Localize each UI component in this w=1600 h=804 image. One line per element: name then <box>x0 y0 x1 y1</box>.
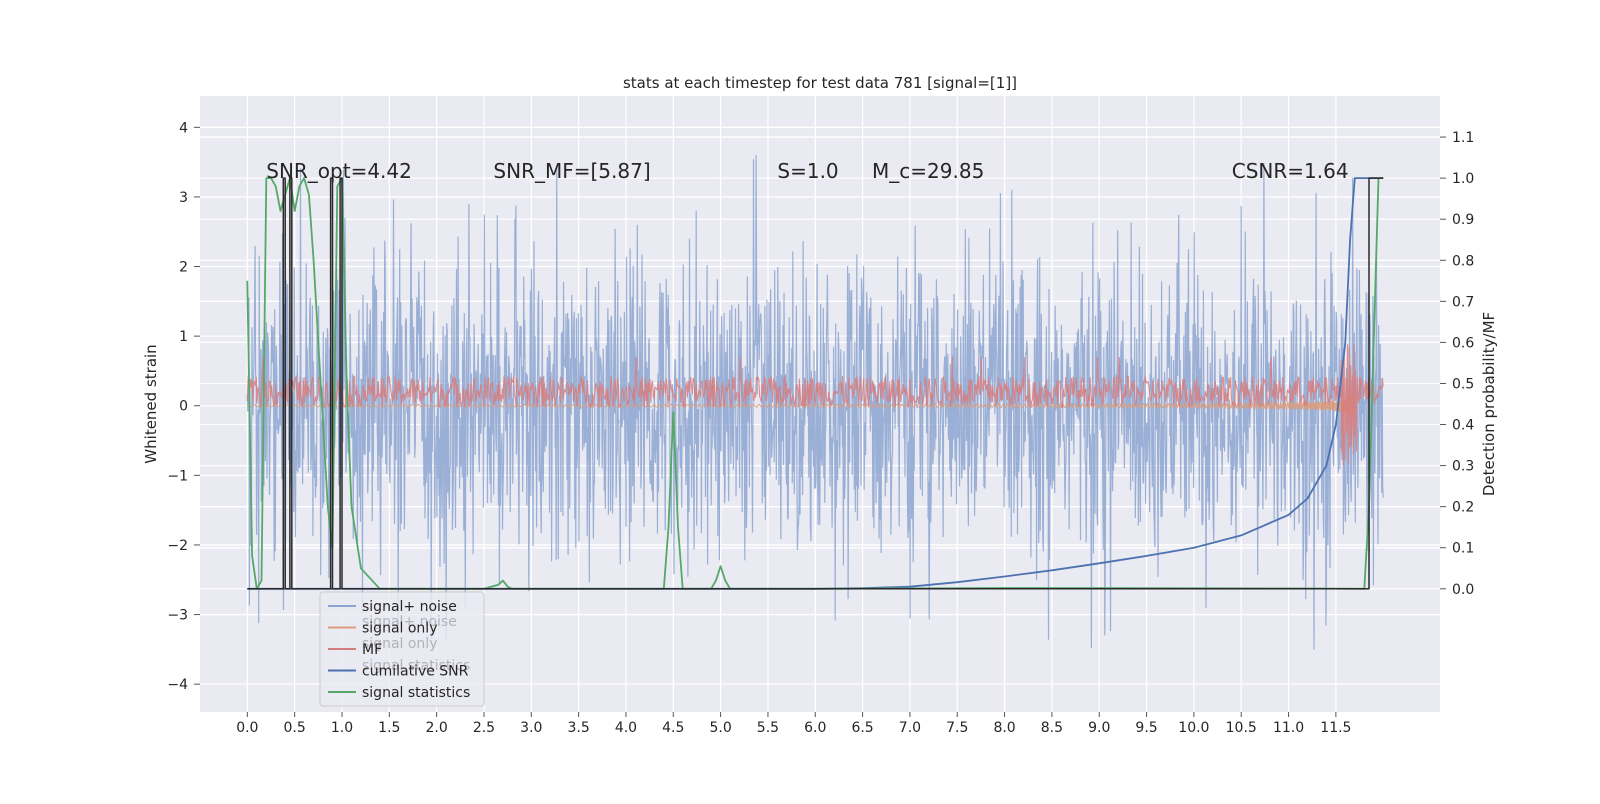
legend-label: cumilative SNR <box>362 664 469 680</box>
series-layer <box>246 154 1384 650</box>
x-tick-label: 7.5 <box>946 720 968 736</box>
y-right-tick-label: 0.0 <box>1452 582 1474 598</box>
legend-label: signal statistics <box>362 685 470 701</box>
x-tick-label: 4.0 <box>615 720 637 736</box>
x-tick-label: 9.0 <box>1088 720 1110 736</box>
y-right-tick-label: 0.3 <box>1452 459 1474 475</box>
annotation-text: SNR_opt=4.42 <box>266 159 412 183</box>
x-tick-label: 3.0 <box>520 720 542 736</box>
x-tick-label: 0.0 <box>236 720 258 736</box>
y-right-tick-label: 0.2 <box>1452 500 1474 516</box>
x-tick-label: 11.0 <box>1273 720 1304 736</box>
x-tick-label: 8.5 <box>1041 720 1063 736</box>
x-tick-label: 10.5 <box>1226 720 1257 736</box>
series-line <box>246 154 1384 650</box>
x-tick-label: 6.0 <box>804 720 826 736</box>
y-left-tick-label: 0 <box>179 399 188 415</box>
y-axis-left-label: Whitened strain <box>142 344 160 463</box>
x-tick-label: 7.0 <box>899 720 921 736</box>
y-right-tick-label: 0.1 <box>1452 541 1474 557</box>
x-axis-ticks: 0.0 0.5 1.0 1.5 2.0 2.5 3.0 3.5 4.0 4.5 5.0 5.5 6.0 6… <box>236 712 1351 736</box>
y-axis-right-label: Detection probability/MF <box>1480 312 1498 496</box>
y-left-tick-label: 3 <box>179 190 188 206</box>
x-tick-label: 8.0 <box>993 720 1015 736</box>
legend-label: signal only <box>362 621 437 637</box>
x-tick-label: 3.5 <box>567 720 589 736</box>
x-tick-label: 1.0 <box>331 720 353 736</box>
y-left-tick-label: −1 <box>167 468 188 484</box>
x-tick-label: 0.5 <box>284 720 306 736</box>
series-signal-only <box>247 392 1360 417</box>
y-right-tick-label: 0.9 <box>1452 212 1474 228</box>
y-right-tick-label: 0.4 <box>1452 418 1474 434</box>
x-tick-label: 6.5 <box>851 720 873 736</box>
y-left-tick-label: −3 <box>167 608 188 624</box>
y-right-tick-label: 1.1 <box>1452 130 1474 146</box>
series-line <box>247 392 1360 417</box>
x-tick-label: 9.5 <box>1135 720 1157 736</box>
legend-ghost-label: signal+ noise <box>362 614 457 630</box>
y-right-tick-label: 1.0 <box>1452 171 1474 187</box>
x-tick-label: 10.0 <box>1178 720 1209 736</box>
x-tick-label: 2.5 <box>473 720 495 736</box>
y-left-tick-label: 4 <box>179 120 188 136</box>
y-axis-left-ticks: −4 −3 −2 −1 0 1 2 3 4 <box>167 120 200 693</box>
annotation-text: SNR_MF=[5.87] <box>493 159 650 183</box>
legend-ghost-label: signal statistics <box>362 658 470 674</box>
annotations: SNR_opt=4.42 SNR_MF=[5.87] S=1.0 M_c=29.85 C… <box>266 159 1348 183</box>
y-left-tick-label: 2 <box>179 260 188 276</box>
y-left-tick-label: −2 <box>167 538 188 554</box>
x-tick-label: 5.5 <box>757 720 779 736</box>
series-line <box>246 344 1384 466</box>
legend-label: MF <box>362 642 382 658</box>
series-line <box>247 177 1384 590</box>
x-tick-label: 1.5 <box>378 720 400 736</box>
series-thresholds <box>247 177 1384 590</box>
legend-label: signal+ noise <box>362 599 457 615</box>
y-right-tick-label: 0.6 <box>1452 335 1474 351</box>
annotation-text: S=1.0 <box>777 159 838 183</box>
annotation-text: M_c=29.85 <box>872 159 984 183</box>
x-tick-label: 2.0 <box>426 720 448 736</box>
chart-title: stats at each timestep for test data 781… <box>623 74 1017 92</box>
annotation-text: CSNR=1.64 <box>1232 159 1349 183</box>
x-tick-label: 4.5 <box>662 720 684 736</box>
legend-ghost-label: signal only <box>362 636 437 652</box>
y-axis-right-ticks: 0.0 0.1 0.2 0.3 0.4 0.5 0.6 0.7 0.8 0.9 1.0 1.1 <box>1440 130 1474 598</box>
x-tick-label: 11.5 <box>1320 720 1351 736</box>
x-tick-label: 5.0 <box>709 720 731 736</box>
y-right-tick-label: 0.7 <box>1452 294 1474 310</box>
legend-box <box>319 591 485 707</box>
series-mf <box>246 344 1384 466</box>
y-right-tick-label: 0.8 <box>1452 253 1474 269</box>
y-left-tick-label: 1 <box>179 329 188 345</box>
y-left-tick-label: −4 <box>167 677 188 693</box>
y-right-tick-label: 0.5 <box>1452 376 1474 392</box>
series-signal-noise <box>246 154 1384 650</box>
